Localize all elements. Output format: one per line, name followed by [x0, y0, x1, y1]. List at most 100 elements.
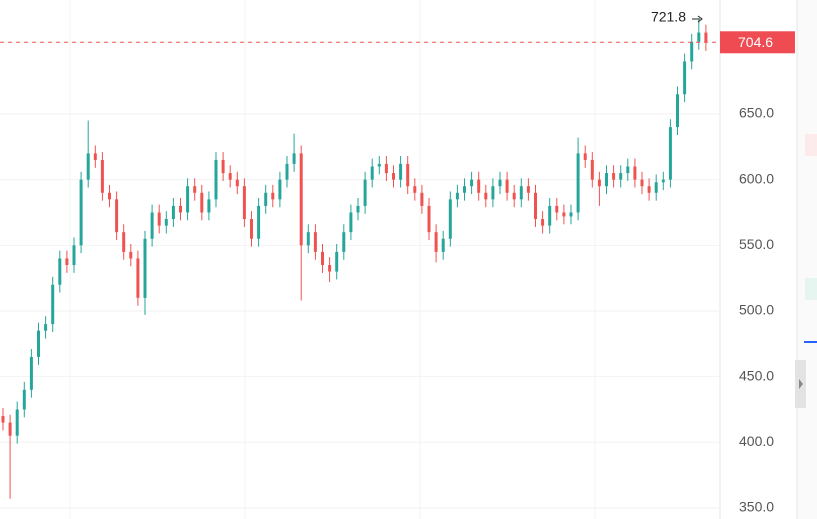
candle-body — [278, 179, 282, 200]
candle-body — [392, 173, 395, 180]
candle-body — [676, 94, 679, 128]
candle-body — [491, 186, 495, 200]
candle-body — [29, 356, 33, 390]
candle-body — [534, 192, 537, 220]
candle-body — [299, 153, 303, 246]
candle-body — [65, 258, 69, 266]
y-tick-label: 450.0 — [739, 367, 774, 383]
candle-body — [654, 182, 658, 193]
candle-body — [597, 179, 601, 187]
candle-body — [661, 179, 665, 183]
side-marker — [805, 134, 817, 156]
candle-body — [292, 153, 296, 164]
candle-body — [93, 153, 97, 160]
candle-body — [356, 205, 360, 213]
annotation-arrow — [697, 15, 703, 23]
candle-body — [399, 163, 403, 180]
candle-body — [221, 159, 225, 174]
candle-body — [179, 205, 182, 213]
candle-body — [15, 409, 19, 436]
candle-body — [115, 199, 119, 233]
candle-body — [122, 232, 126, 252]
candle-body — [150, 212, 154, 239]
candle-body — [349, 212, 353, 233]
candle-body — [79, 179, 83, 246]
candle-body — [569, 212, 573, 217]
candle-body — [477, 179, 481, 193]
candle-body — [455, 192, 459, 200]
candle-body — [704, 32, 708, 43]
candle-body — [413, 186, 417, 193]
side-marker — [805, 278, 817, 300]
candle-body — [619, 173, 623, 180]
candle-body — [271, 192, 275, 200]
candle-body — [257, 205, 261, 239]
candle-body — [668, 127, 672, 180]
candle-body — [321, 251, 324, 266]
candle-body — [22, 389, 26, 410]
candle-body — [463, 186, 466, 193]
candle-body — [448, 199, 452, 239]
candle-body — [342, 232, 346, 252]
candle-body — [590, 159, 594, 180]
candle-body — [207, 199, 211, 213]
candle-body — [250, 219, 253, 239]
y-tick-label: 600.0 — [739, 170, 774, 186]
candle-body — [697, 32, 701, 42]
y-tick-label: 550.0 — [739, 236, 774, 252]
candle-body — [242, 186, 246, 220]
candle-body — [108, 192, 111, 200]
candle-body — [214, 159, 218, 200]
candle-body — [86, 153, 90, 180]
candle-body — [605, 173, 608, 187]
candle-body — [470, 179, 474, 187]
candle-body — [164, 219, 168, 226]
candle-body — [171, 205, 175, 220]
candle-body — [285, 163, 289, 180]
candle-body — [313, 232, 317, 252]
candle-body — [690, 41, 694, 62]
y-tick-label: 650.0 — [739, 105, 774, 121]
candle-body — [228, 173, 232, 180]
candle-body — [193, 186, 197, 193]
candle-body — [441, 238, 445, 252]
plot — [0, 19, 720, 509]
y-tick-label: 400.0 — [739, 433, 774, 449]
candle-body — [306, 232, 310, 246]
candle-body — [129, 251, 133, 259]
y-tick-label: 350.0 — [739, 499, 774, 515]
candle-body — [44, 324, 48, 331]
candle-body — [640, 179, 644, 187]
candle-body — [519, 186, 523, 200]
candle-body — [377, 163, 381, 167]
candle-body — [136, 258, 140, 298]
candle-body — [58, 258, 62, 285]
candle-body — [143, 238, 147, 298]
time-grid — [69, 0, 596, 519]
candle-body — [186, 186, 190, 213]
candle-body — [647, 186, 651, 193]
candle-body — [633, 166, 637, 180]
last-price-box — [720, 31, 795, 54]
candle-body — [484, 192, 488, 200]
candle-body — [264, 192, 268, 206]
candle-body — [555, 205, 559, 213]
candle-body — [37, 330, 40, 357]
candle-body — [626, 166, 630, 174]
candle-body — [505, 179, 509, 193]
candle-body — [370, 166, 374, 180]
candle-body — [328, 265, 332, 272]
candle-body — [612, 173, 616, 180]
y-tick-label: 500.0 — [739, 302, 774, 318]
side-panel — [797, 0, 817, 519]
candle-body — [1, 416, 5, 423]
candle-body — [434, 232, 438, 252]
candle-body — [576, 153, 580, 213]
candle-body — [427, 205, 431, 233]
candle-body — [51, 284, 55, 325]
candle-body — [384, 163, 388, 174]
candle-body — [683, 61, 687, 95]
candle-body — [8, 422, 12, 436]
candle-body — [420, 192, 424, 206]
